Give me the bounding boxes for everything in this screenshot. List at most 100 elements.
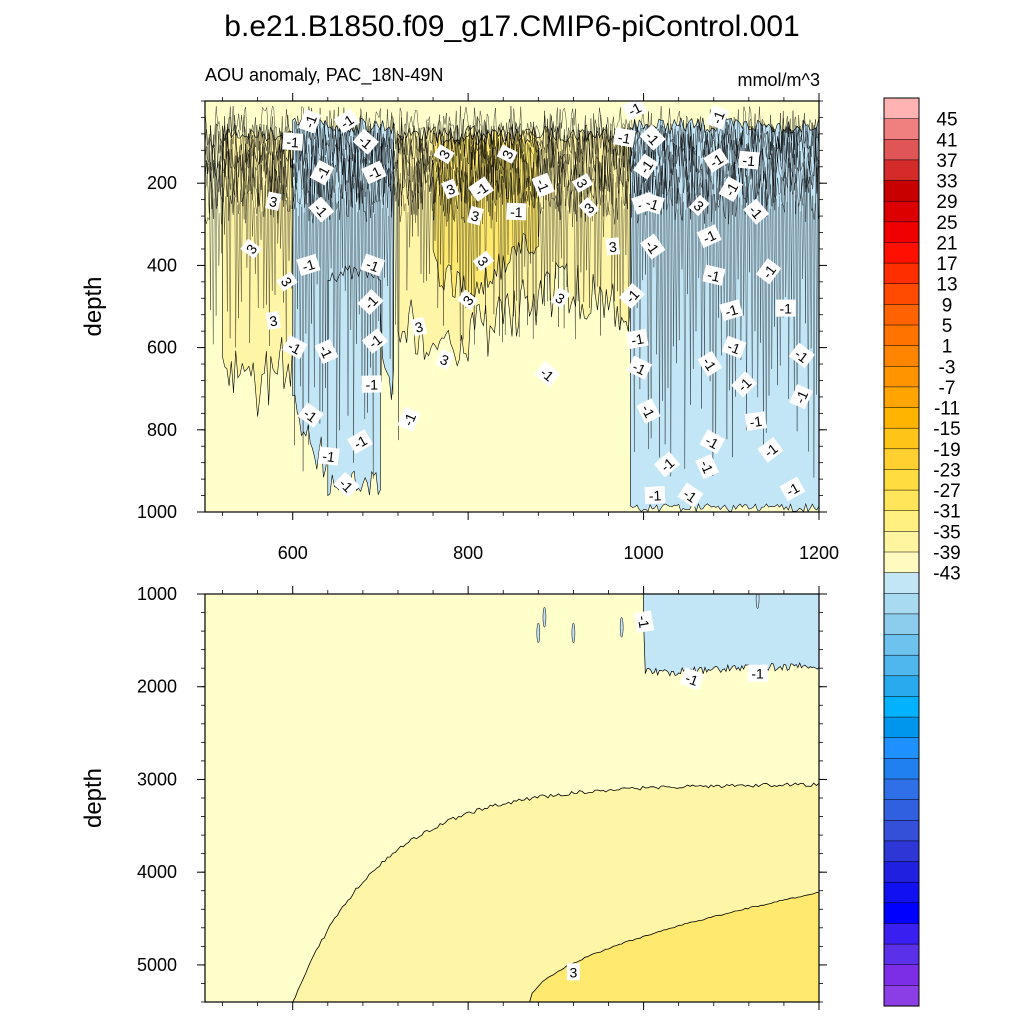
contour-label: 3 (268, 193, 279, 210)
contour-line (784, 193, 788, 298)
y-axis-label: depth (80, 276, 107, 336)
contour-label-bg (572, 173, 594, 193)
contour-line (307, 202, 310, 445)
contour-line (613, 174, 616, 302)
contour-line (251, 192, 254, 237)
contour-line (400, 172, 403, 207)
contour-label-bg (621, 101, 648, 121)
colorbar-label: -3 (939, 357, 956, 378)
colorbar-label: -35 (933, 522, 960, 543)
contour-label-bg (605, 237, 621, 256)
contour-line (349, 168, 352, 330)
colorbar-swatch (883, 386, 920, 409)
contour-line (268, 167, 271, 347)
colorbar-swatch (883, 242, 920, 264)
colorbar-label: 17 (936, 254, 957, 275)
contour-line (352, 174, 355, 463)
colorbar-label: 1 (942, 337, 953, 358)
contour-line (414, 162, 417, 223)
contour-label-bg (550, 287, 571, 309)
contour-line (293, 185, 296, 446)
contour-line (242, 159, 246, 220)
contour-line (554, 198, 557, 279)
colorbar-label: 41 (936, 130, 957, 151)
contour-line (759, 179, 762, 343)
contour-line (217, 204, 221, 266)
contour-line (428, 184, 431, 275)
contour-line (391, 170, 395, 395)
contour-label-bg (397, 406, 421, 432)
colorbar-label: 37 (936, 151, 957, 172)
contour-label: 3 (469, 207, 481, 225)
colorbar-label: -27 (933, 481, 960, 502)
y-tick-label: 400 (147, 255, 177, 275)
colorbar: 454137332925211713951-3-7-11-15-19-23-27… (883, 97, 961, 1007)
contour-line (658, 188, 661, 458)
colorbar-swatch (883, 654, 920, 677)
contour-line (652, 199, 656, 268)
contour-line (588, 204, 591, 309)
negative-region-deep (643, 594, 819, 677)
colorbar-label: -15 (933, 419, 960, 440)
contour-label-bg (743, 198, 770, 225)
upper-panel: -1 -1-1 -1-1 -13 -13-1 -13-13-1 -1-1-1-1 -1-1-1… (80, 93, 839, 563)
contour-line (756, 183, 759, 398)
y-tick-label: 1000 (137, 584, 177, 604)
plot-frame (204, 100, 820, 513)
contour-line (804, 161, 807, 324)
contour-label-bg (352, 128, 379, 155)
chart-title: b.e21.B1850.f09_g17.CMIP6-piControl.001 (224, 10, 799, 43)
contour-line (605, 194, 608, 217)
contour-label-bg (466, 205, 484, 226)
contour-line (560, 161, 563, 259)
contour-line (442, 158, 445, 326)
contour-label-bg (360, 253, 385, 277)
contour-line (315, 197, 319, 285)
contour-line (795, 194, 799, 432)
contour-line (408, 176, 411, 248)
contour-line (638, 176, 642, 390)
contour-line (212, 190, 215, 345)
contour-line (484, 166, 487, 314)
contour-label-bg (361, 160, 387, 185)
contour-line (301, 204, 305, 472)
contour-line (633, 185, 636, 453)
contour-line (565, 202, 569, 288)
contour-label-bg (566, 963, 580, 981)
contour-line (599, 169, 602, 336)
contour-label: -1 (533, 177, 553, 195)
contour-line (807, 168, 810, 452)
contour-label-bg (618, 282, 645, 309)
contour-label: -1 (749, 413, 764, 431)
contour-label-bg (361, 375, 382, 393)
colorbar-swatch (883, 737, 920, 759)
contour-label-bg (757, 437, 784, 463)
contour-label-bg (297, 402, 324, 428)
contour-label-bg (730, 371, 758, 398)
contour-line (310, 171, 313, 324)
colorbar-swatch (883, 159, 920, 182)
contour-label-bg (281, 334, 308, 360)
colorbar-frame (883, 97, 920, 1007)
contour-line (270, 180, 274, 291)
colorbar-swatch (883, 324, 920, 347)
contour-line (540, 202, 543, 289)
panel-subtitle-left: AOU anomaly, PAC_18N-49N (205, 65, 443, 86)
contour-label-bg (467, 176, 495, 202)
contour-line (439, 166, 442, 265)
contour-line (663, 181, 667, 445)
contour-line (459, 162, 462, 342)
contour-label: -1 (723, 301, 740, 320)
negative-speck (536, 622, 541, 644)
contour-line (425, 159, 428, 281)
contour-line (228, 175, 232, 339)
contour-line (495, 167, 498, 222)
colorbar-swatch (883, 572, 920, 594)
colorbar-swatch (883, 861, 920, 883)
contour-line (388, 190, 392, 359)
contour-label-bg (282, 132, 304, 151)
x-tick-label: 1200 (799, 543, 839, 563)
contour-label: -1 (725, 338, 743, 357)
colorbar-swatch (883, 778, 920, 801)
contour-line (669, 159, 672, 477)
